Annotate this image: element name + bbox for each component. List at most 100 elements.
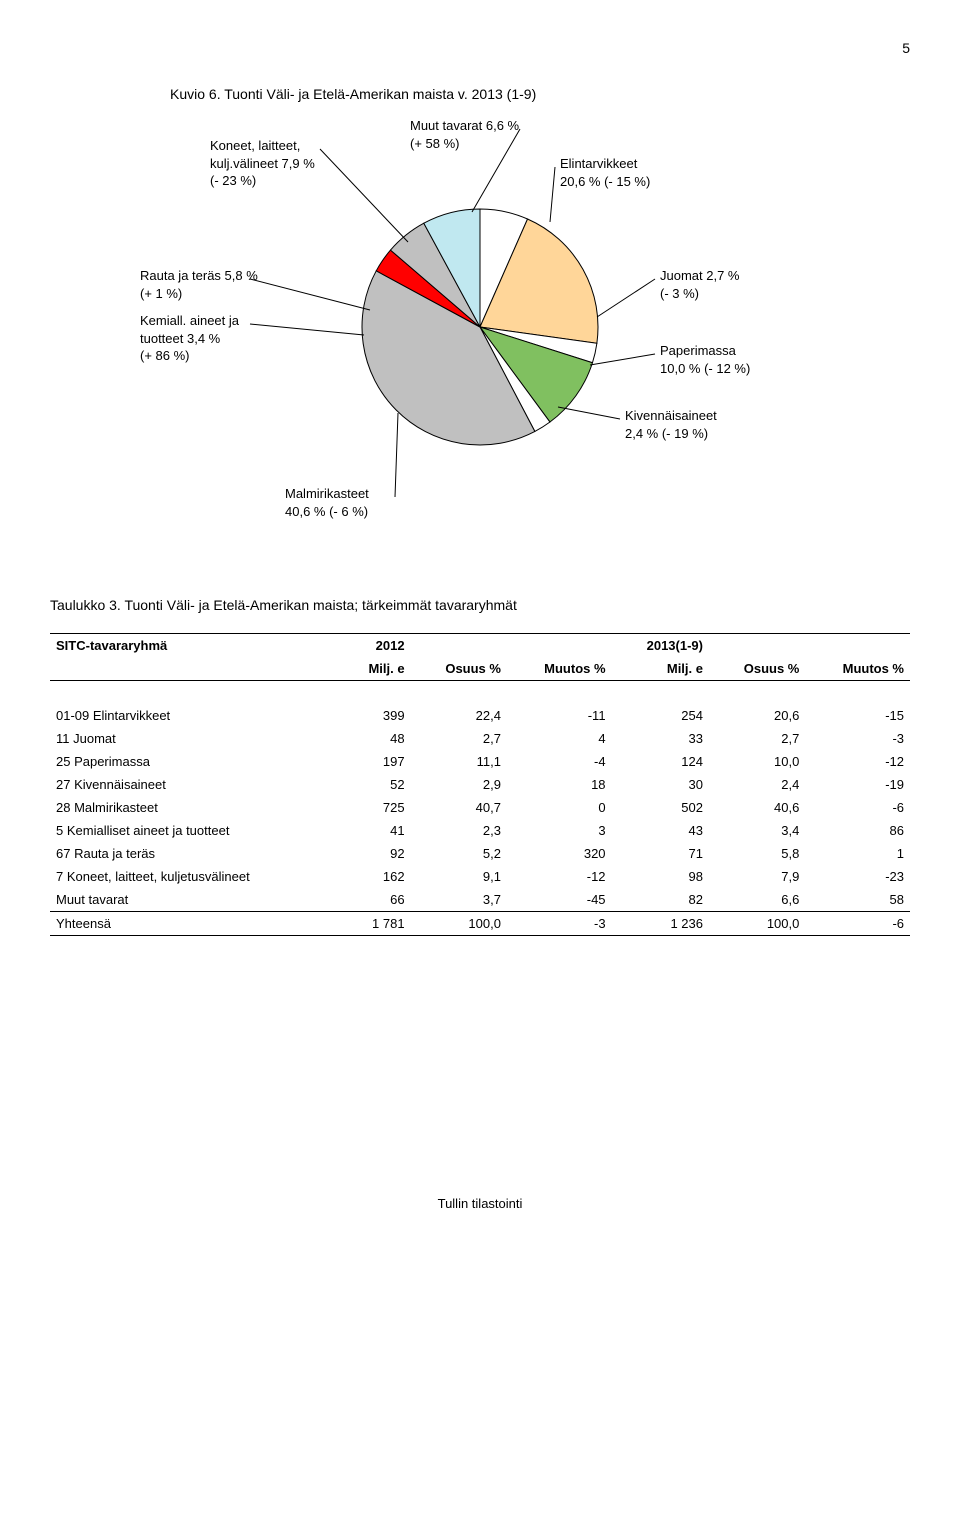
table-cell: 5,2: [411, 842, 507, 865]
page-number: 5: [50, 40, 910, 56]
table-cell: 162: [342, 865, 411, 888]
table-cell: 124: [612, 750, 709, 773]
table-cell: 0: [507, 796, 612, 819]
table-cell: 98: [612, 865, 709, 888]
chart-label: Elintarvikkeet20,6 % (- 15 %): [560, 155, 650, 190]
table-cell: 2,7: [709, 727, 805, 750]
table-cell: 725: [342, 796, 411, 819]
table-row: 25 Paperimassa19711,1-412410,0-12: [50, 750, 910, 773]
table-cell: -15: [805, 704, 910, 727]
table-cell: 2,4: [709, 773, 805, 796]
table-cell: -23: [805, 865, 910, 888]
table-cell: 1 781: [342, 912, 411, 936]
table-header-cell: Osuus %: [709, 657, 805, 681]
table-row: 5 Kemialliset aineet ja tuotteet412,3343…: [50, 819, 910, 842]
table-cell: 48: [342, 727, 411, 750]
table-header-cell: [50, 657, 342, 681]
table-cell: 9,1: [411, 865, 507, 888]
chart-label: Koneet, laitteet,kulj.välineet 7,9 %(- 2…: [210, 137, 315, 190]
table-cell: 92: [342, 842, 411, 865]
table-cell: -45: [507, 888, 612, 912]
table-cell: 5,8: [709, 842, 805, 865]
table-header-cell: [507, 634, 612, 658]
table-cell: 22,4: [411, 704, 507, 727]
table-header-cell: Milj. e: [342, 657, 411, 681]
table-cell: 41: [342, 819, 411, 842]
table-cell: 3,4: [709, 819, 805, 842]
table-cell: 40,7: [411, 796, 507, 819]
table-row: 27 Kivennäisaineet522,918302,4-19: [50, 773, 910, 796]
table-title: Taulukko 3. Tuonti Väli- ja Etelä-Amerik…: [50, 597, 910, 613]
table-header-cell: Muutos %: [507, 657, 612, 681]
table-cell: 01-09 Elintarvikkeet: [50, 704, 342, 727]
table-cell: 20,6: [709, 704, 805, 727]
table-cell: 1 236: [612, 912, 709, 936]
table-cell: -4: [507, 750, 612, 773]
table-cell: 52: [342, 773, 411, 796]
table-header-cell: Osuus %: [411, 657, 507, 681]
table-cell: 100,0: [709, 912, 805, 936]
table-cell: 5 Kemialliset aineet ja tuotteet: [50, 819, 342, 842]
pie-svg: [360, 207, 600, 447]
table-cell: 3,7: [411, 888, 507, 912]
data-table: SITC-tavararyhmä20122013(1-9) Milj. eOsu…: [50, 633, 910, 936]
table-cell: 502: [612, 796, 709, 819]
chart-label: Juomat 2,7 %(- 3 %): [660, 267, 740, 302]
chart-label: Kemiall. aineet jatuotteet 3,4 %(+ 86 %): [140, 312, 239, 365]
table-cell: 43: [612, 819, 709, 842]
table-cell: 100,0: [411, 912, 507, 936]
table-cell: -12: [507, 865, 612, 888]
table-cell: -12: [805, 750, 910, 773]
table-cell: 67 Rauta ja teräs: [50, 842, 342, 865]
table-cell: 58: [805, 888, 910, 912]
chart-title: Kuvio 6. Tuonti Väli- ja Etelä-Amerikan …: [170, 86, 910, 102]
chart-label: Malmirikasteet40,6 % (- 6 %): [285, 485, 369, 520]
table-cell: 2,7: [411, 727, 507, 750]
table-cell: 4: [507, 727, 612, 750]
table-cell: -19: [805, 773, 910, 796]
leader-line: [250, 279, 370, 310]
leader-line: [597, 279, 655, 317]
table-total-row: Yhteensä1 781100,0-31 236100,0-6: [50, 912, 910, 936]
table-cell: 86: [805, 819, 910, 842]
table-cell: 399: [342, 704, 411, 727]
chart-label: Rauta ja teräs 5,8 %(+ 1 %): [140, 267, 258, 302]
table-cell: 28 Malmirikasteet: [50, 796, 342, 819]
leader-line: [250, 324, 364, 335]
table-cell: 25 Paperimassa: [50, 750, 342, 773]
table-cell: 66: [342, 888, 411, 912]
spacer-cell: [50, 681, 910, 705]
table-cell: 197: [342, 750, 411, 773]
chart-label: Muut tavarat 6,6 %(+ 58 %): [410, 117, 519, 152]
table-cell: 18: [507, 773, 612, 796]
table-row: 7 Koneet, laitteet, kuljetusvälineet1629…: [50, 865, 910, 888]
table-cell: 3: [507, 819, 612, 842]
table-row: 28 Malmirikasteet72540,7050240,6-6: [50, 796, 910, 819]
table-row: 11 Juomat482,74332,7-3: [50, 727, 910, 750]
table-cell: 27 Kivennäisaineet: [50, 773, 342, 796]
table-cell: 2,9: [411, 773, 507, 796]
table-header-cell: [709, 634, 805, 658]
footer: Tullin tilastointi: [50, 1196, 910, 1211]
table-header-cell: Muutos %: [805, 657, 910, 681]
chart-label: Paperimassa10,0 % (- 12 %): [660, 342, 750, 377]
table-cell: -11: [507, 704, 612, 727]
table-cell: 6,6: [709, 888, 805, 912]
table-row: Muut tavarat663,7-45826,658: [50, 888, 910, 912]
chart-label: Kivennäisaineet2,4 % (- 19 %): [625, 407, 717, 442]
table-cell: -3: [805, 727, 910, 750]
table-cell: 11 Juomat: [50, 727, 342, 750]
table-cell: 71: [612, 842, 709, 865]
table-header-cell: 2012: [342, 634, 411, 658]
table-cell: 10,0: [709, 750, 805, 773]
table-row: 01-09 Elintarvikkeet39922,4-1125420,6-15: [50, 704, 910, 727]
table-cell: 7,9: [709, 865, 805, 888]
table-cell: 1: [805, 842, 910, 865]
table-header-cell: [805, 634, 910, 658]
table-cell: 254: [612, 704, 709, 727]
table-cell: 11,1: [411, 750, 507, 773]
table-cell: 7 Koneet, laitteet, kuljetusvälineet: [50, 865, 342, 888]
table-header-cell: SITC-tavararyhmä: [50, 634, 342, 658]
table-header-cell: Milj. e: [612, 657, 709, 681]
table-cell: -3: [507, 912, 612, 936]
